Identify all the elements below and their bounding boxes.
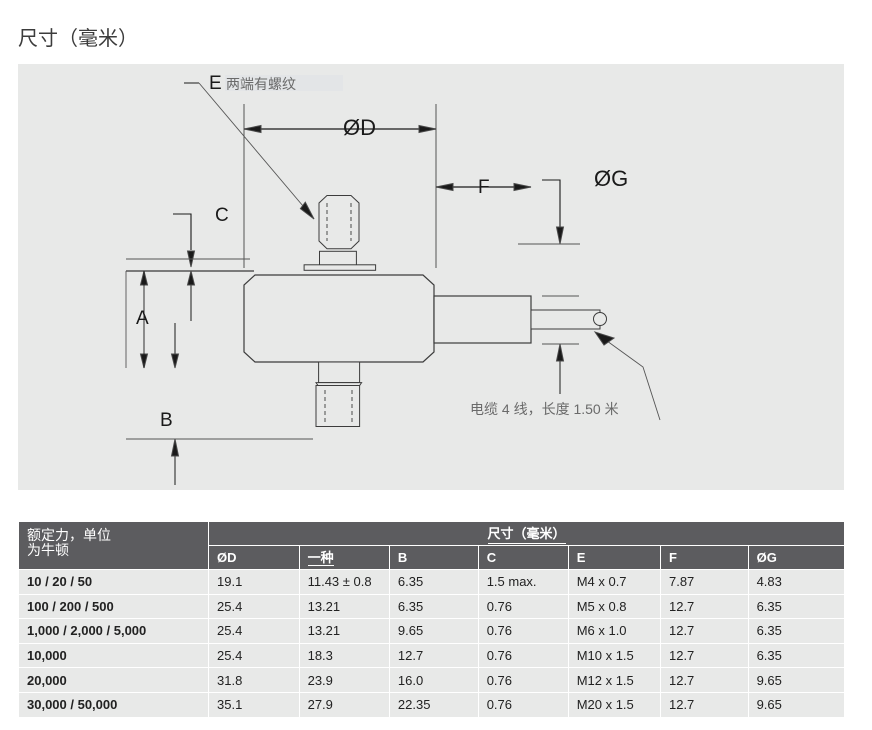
- svg-text:E: E: [209, 73, 222, 94]
- svg-text:C: C: [215, 205, 229, 226]
- svg-text:B: B: [160, 410, 173, 431]
- svg-text:A: A: [136, 308, 149, 329]
- svg-text:F: F: [478, 177, 490, 198]
- svg-text:ØD: ØD: [343, 115, 376, 140]
- svg-text:两端有螺纹: 两端有螺纹: [226, 76, 296, 92]
- svg-text:电缆 4 线，长度 1.50 米: 电缆 4 线，长度 1.50 米: [470, 401, 619, 417]
- svg-text:ØG: ØG: [594, 166, 628, 191]
